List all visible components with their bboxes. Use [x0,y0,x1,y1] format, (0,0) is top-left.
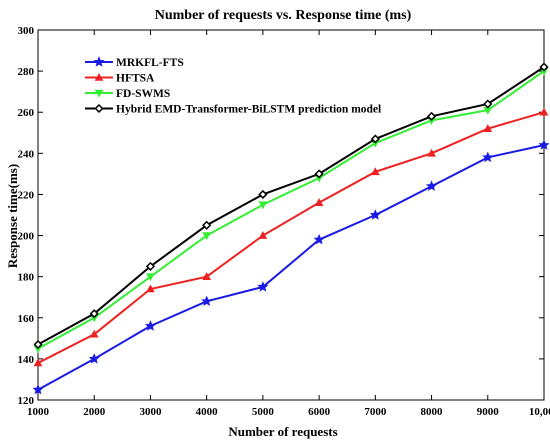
legend-label: MRKFL-FTS [116,57,184,69]
legend-label: Hybrid EMD-Transformer-BiLSTM prediction… [116,104,381,116]
legend-background [81,52,329,118]
x-tick-label: 7000 [364,406,387,418]
series-line [37,144,545,391]
data-point [426,111,437,121]
legend: MRKFL-FTS HFTSA FD-SWMS Hybrid EMD-Transfor… [81,52,381,118]
chart-title: Number of requests vs. Response time (ms… [155,8,412,23]
x-tick-label: 4000 [196,406,219,418]
data-point [314,198,324,206]
series-4 [33,62,549,350]
y-tick-label: 280 [18,66,35,78]
legend-marker [93,56,105,67]
x-axis-label: Number of requests [228,424,337,439]
x-tick-label: 6000 [308,406,331,418]
legend-label: FD-SWMS [116,88,170,100]
x-tick-label: 9000 [477,406,500,418]
legend-marker [94,103,104,114]
series-line [37,111,545,364]
data-point [202,220,212,230]
data-point [145,261,156,271]
data-point [539,62,549,72]
series-3 [33,67,549,354]
legend-marker [94,72,104,81]
y-tick-label: 300 [18,25,35,37]
data-point [426,180,438,191]
data-point [370,134,380,144]
y-tick-label: 220 [18,189,35,201]
data-point [33,358,43,367]
data-point [33,339,43,350]
y-tick-label: 260 [18,107,35,119]
data-point [146,273,155,282]
x-tick-label: 5000 [252,406,275,418]
series-1 [32,139,550,395]
data-point [370,167,380,176]
data-point [369,209,381,220]
y-tick-label: 140 [18,354,35,366]
data-point [202,232,212,241]
data-point [258,189,268,200]
x-tick-label: 1000 [27,406,50,418]
data-point [144,320,156,331]
data-point [539,107,549,116]
data-point [538,139,550,150]
data-point [201,295,213,307]
data-point [202,272,212,280]
data-point [89,309,99,319]
data-point [88,353,100,364]
data-point [258,231,268,239]
data-point [427,148,436,157]
data-point [482,151,494,163]
data-point [258,201,268,210]
plot-frame [37,29,545,401]
series-line [37,66,545,346]
x-tick-label: 10,000 [529,406,550,418]
x-tick-label: 2000 [83,406,106,418]
data-point [32,383,44,395]
y-tick-label: 200 [18,231,35,243]
x-tick-label: 3000 [139,406,162,418]
data-point [314,169,324,179]
data-point [89,329,99,338]
data-point [483,124,493,132]
data-point [257,281,269,292]
plot-area: 120 140 160 180 200 220 240 260 280 300 1000 2000 30… [18,25,550,418]
y-tick-label: 120 [18,395,35,407]
y-tick-label: 180 [18,272,35,284]
y-axis-label: Response time(ms) [5,164,20,268]
series-2 [33,107,549,367]
data-point [146,284,155,293]
x-tick-label: 8000 [421,406,444,418]
legend-label: HFTSA [116,73,155,85]
y-tick-label: 240 [18,148,35,160]
y-tick-label: 160 [18,313,35,325]
legend-marker [94,89,104,98]
data-point [483,99,493,109]
data-point [313,233,325,245]
series-line [37,70,545,350]
